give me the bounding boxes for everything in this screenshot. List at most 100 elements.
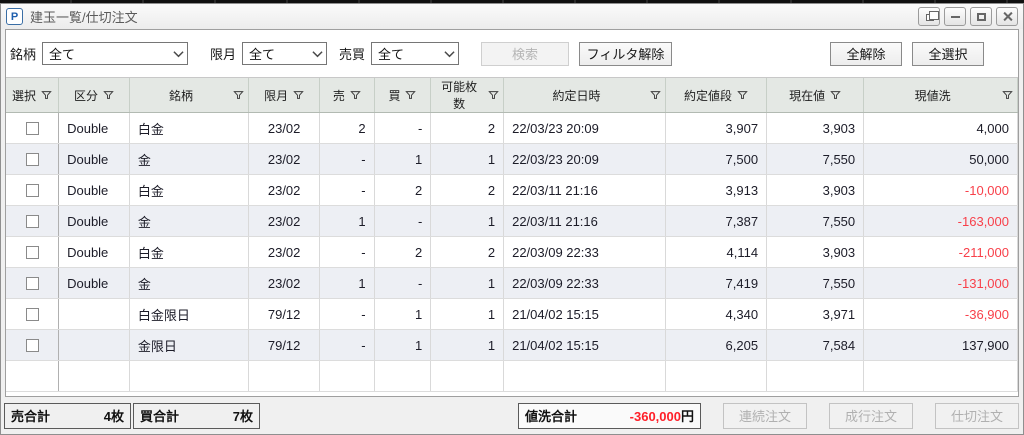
- mtm-total-label: 値洗合計: [525, 409, 578, 424]
- chevron-down-icon: [312, 50, 323, 57]
- title-bar[interactable]: P 建玉一覧/仕切注文: [1, 4, 1023, 29]
- empty-cell: [248, 360, 321, 392]
- row-select-checkbox[interactable]: [25, 276, 39, 290]
- mtm-total-value: -360,000円: [629, 409, 694, 424]
- cell-kubun: [58, 298, 130, 330]
- maximize-button[interactable]: [970, 7, 992, 26]
- table-row[interactable]: Double 白金 23/02-2 2 22/03/11 21:16 3,913 3,903…: [6, 174, 1018, 206]
- column-header-select[interactable]: 選択: [6, 78, 60, 113]
- close-button[interactable]: [996, 7, 1018, 26]
- empty-cell: [430, 360, 505, 392]
- month-filter-label: 限月: [210, 47, 237, 62]
- cell-current-price: 7,550: [766, 143, 865, 175]
- column-header-buy[interactable]: 買: [374, 78, 432, 113]
- cell-kubun: Double: [58, 143, 130, 175]
- minimize-button[interactable]: [944, 7, 966, 26]
- row-select-checkbox[interactable]: [25, 152, 39, 166]
- cell-buy: 1: [374, 298, 432, 330]
- maximize-icon: [976, 12, 986, 21]
- market-order-button[interactable]: 成行注文: [829, 402, 913, 429]
- cell-exec-price: 3,907: [665, 112, 768, 144]
- settlement-order-button[interactable]: 仕切注文: [935, 402, 1019, 429]
- cell-sell: -: [319, 298, 375, 330]
- column-header-symbol[interactable]: 銘柄: [129, 78, 250, 113]
- month-filter-select[interactable]: 全て: [242, 42, 328, 65]
- filter-icon[interactable]: [650, 90, 661, 100]
- filter-icon[interactable]: [737, 90, 748, 100]
- column-header-exec-price[interactable]: 約定値段: [665, 78, 768, 113]
- table-row[interactable]: Double 白金 23/02 2-2 22/03/23 20:09 3,907 3,903…: [6, 112, 1018, 144]
- column-header-mtm[interactable]: 現値洗: [863, 78, 1018, 113]
- select-cell: [6, 329, 60, 361]
- cell-month: 23/02: [248, 112, 321, 144]
- cell-month: 23/02: [248, 205, 321, 237]
- deselect-all-button[interactable]: 全解除: [830, 41, 902, 66]
- filter-icon[interactable]: [488, 90, 499, 100]
- column-header-sell[interactable]: 売: [319, 78, 375, 113]
- side-filter-select[interactable]: 全て: [371, 42, 460, 65]
- row-select-checkbox[interactable]: [25, 245, 39, 259]
- table-row[interactable]: Double 金 23/02 1-1 22/03/09 22:33 7,419 7,550-…: [6, 267, 1018, 299]
- cell-exec-price: 7,387: [665, 205, 768, 237]
- column-header-current-price[interactable]: 現在値: [766, 78, 865, 113]
- table-row[interactable]: 白金限日 79/12-1 1 21/04/02 15:15 4,340 3,971 -36,…: [6, 298, 1018, 330]
- select-cell: [6, 298, 60, 330]
- filter-icon[interactable]: [293, 90, 304, 100]
- cell-kubun: [58, 329, 130, 361]
- cell-available: 1: [430, 298, 505, 330]
- cell-sell: 1: [319, 205, 375, 237]
- cell-mtm: -10,000: [863, 174, 1018, 206]
- row-select-checkbox[interactable]: [25, 338, 39, 352]
- table-row[interactable]: Double 金 23/02 1-1 22/03/11 21:16 7,387 7,550-…: [6, 205, 1018, 237]
- column-header-month[interactable]: 限月: [248, 78, 321, 113]
- filter-icon[interactable]: [233, 90, 245, 100]
- symbol-filter-select[interactable]: 全て: [42, 42, 189, 65]
- table-row[interactable]: 金限日 79/12-1 1 21/04/02 15:15 6,205 7,584 137,9…: [6, 329, 1018, 361]
- cell-buy: 2: [374, 174, 432, 206]
- filter-icon[interactable]: [830, 90, 841, 100]
- column-header-exec-datetime[interactable]: 約定日時: [503, 78, 666, 113]
- cell-sell: -: [319, 329, 375, 361]
- cell-exec-price: 6,205: [665, 329, 768, 361]
- cell-symbol: 白金: [129, 236, 250, 268]
- column-header-label: 限月: [264, 88, 289, 103]
- cell-available: 2: [430, 112, 505, 144]
- sell-total-box: 売合計 4枚: [4, 402, 131, 429]
- select-cell: [6, 267, 60, 299]
- app-icon: P: [6, 8, 23, 25]
- continuous-order-button[interactable]: 連続注文: [723, 402, 807, 429]
- row-select-checkbox[interactable]: [25, 307, 39, 321]
- cell-sell: 2: [319, 112, 375, 144]
- filter-icon[interactable]: [1002, 90, 1013, 100]
- row-select-checkbox[interactable]: [25, 183, 39, 197]
- column-header-kubun[interactable]: 区分: [58, 78, 130, 113]
- float-window-button[interactable]: [918, 7, 940, 26]
- column-header-label: 約定日時: [552, 88, 601, 103]
- filter-icon[interactable]: [405, 90, 417, 100]
- filter-icon[interactable]: [103, 90, 114, 100]
- filter-icon[interactable]: [41, 90, 52, 100]
- row-select-checkbox[interactable]: [25, 214, 39, 228]
- mtm-total-box: 値洗合計 -360,000円: [518, 402, 701, 429]
- cell-month: 79/12: [248, 298, 321, 330]
- background-app-strip: [0, 0, 1024, 3]
- select-all-button[interactable]: 全選択: [912, 41, 984, 66]
- cell-mtm: 137,900: [863, 329, 1018, 361]
- filter-icon[interactable]: [350, 90, 361, 100]
- cell-exec-price: 7,419: [665, 267, 768, 299]
- cell-available: 1: [430, 329, 505, 361]
- column-header-available[interactable]: 可能枚数: [430, 78, 505, 113]
- row-select-checkbox[interactable]: [25, 121, 39, 135]
- cell-symbol: 白金: [129, 112, 250, 144]
- cell-exec-price: 7,500: [665, 143, 768, 175]
- cell-exec-datetime: 22/03/23 20:09: [503, 143, 666, 175]
- cell-sell: -: [319, 143, 375, 175]
- cell-current-price: 3,903: [766, 236, 865, 268]
- cell-available: 2: [430, 174, 505, 206]
- cell-exec-datetime: 21/04/02 15:15: [503, 329, 666, 361]
- table-row[interactable]: Double 金 23/02-1 1 22/03/23 20:09 7,500 7,550 5…: [6, 143, 1018, 175]
- table-row[interactable]: Double 白金 23/02-2 2 22/03/09 22:33 4,114 3,903…: [6, 236, 1018, 268]
- summary-footer: 売合計 4枚 買合計 7枚 値洗合計 -360,000円 連続注文 成行注文 仕…: [1, 397, 1023, 434]
- search-button[interactable]: 検索: [481, 41, 570, 66]
- clear-filter-button[interactable]: フィルタ解除: [579, 41, 673, 66]
